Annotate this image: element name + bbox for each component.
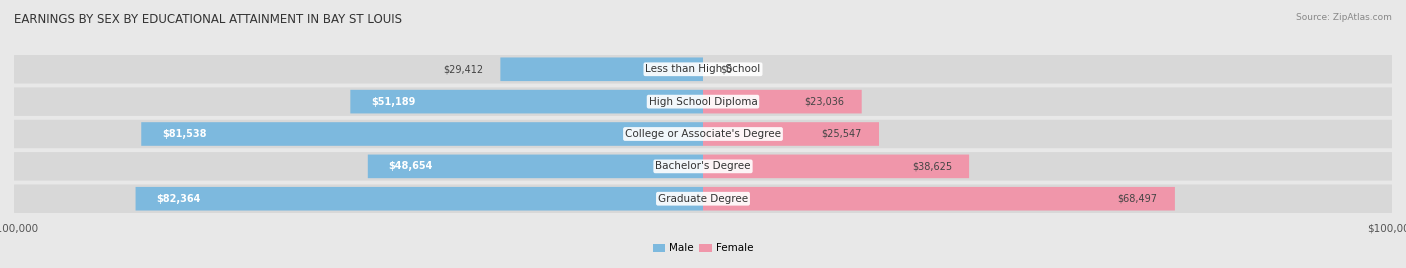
Text: Bachelor's Degree: Bachelor's Degree: [655, 161, 751, 171]
Text: College or Associate's Degree: College or Associate's Degree: [626, 129, 780, 139]
Text: $82,364: $82,364: [156, 194, 201, 204]
FancyBboxPatch shape: [703, 155, 969, 178]
FancyBboxPatch shape: [368, 155, 703, 178]
FancyBboxPatch shape: [14, 184, 1392, 213]
FancyBboxPatch shape: [14, 87, 1392, 116]
Text: High School Diploma: High School Diploma: [648, 97, 758, 107]
Text: $68,497: $68,497: [1118, 194, 1157, 204]
Text: $38,625: $38,625: [911, 161, 952, 171]
Text: Source: ZipAtlas.com: Source: ZipAtlas.com: [1296, 13, 1392, 23]
Text: $23,036: $23,036: [804, 97, 845, 107]
FancyBboxPatch shape: [501, 57, 703, 81]
Legend: Male, Female: Male, Female: [648, 239, 758, 258]
Text: EARNINGS BY SEX BY EDUCATIONAL ATTAINMENT IN BAY ST LOUIS: EARNINGS BY SEX BY EDUCATIONAL ATTAINMEN…: [14, 13, 402, 27]
FancyBboxPatch shape: [703, 90, 862, 113]
FancyBboxPatch shape: [14, 55, 1392, 84]
FancyBboxPatch shape: [350, 90, 703, 113]
FancyBboxPatch shape: [141, 122, 703, 146]
FancyBboxPatch shape: [14, 152, 1392, 181]
Text: $51,189: $51,189: [371, 97, 415, 107]
FancyBboxPatch shape: [703, 187, 1175, 211]
FancyBboxPatch shape: [135, 187, 703, 211]
FancyBboxPatch shape: [703, 122, 879, 146]
Text: $29,412: $29,412: [443, 64, 484, 74]
Text: Less than High School: Less than High School: [645, 64, 761, 74]
FancyBboxPatch shape: [14, 120, 1392, 148]
Text: $48,654: $48,654: [388, 161, 433, 171]
Text: $25,547: $25,547: [821, 129, 862, 139]
Text: $81,538: $81,538: [162, 129, 207, 139]
Text: $0: $0: [720, 64, 733, 74]
Text: Graduate Degree: Graduate Degree: [658, 194, 748, 204]
